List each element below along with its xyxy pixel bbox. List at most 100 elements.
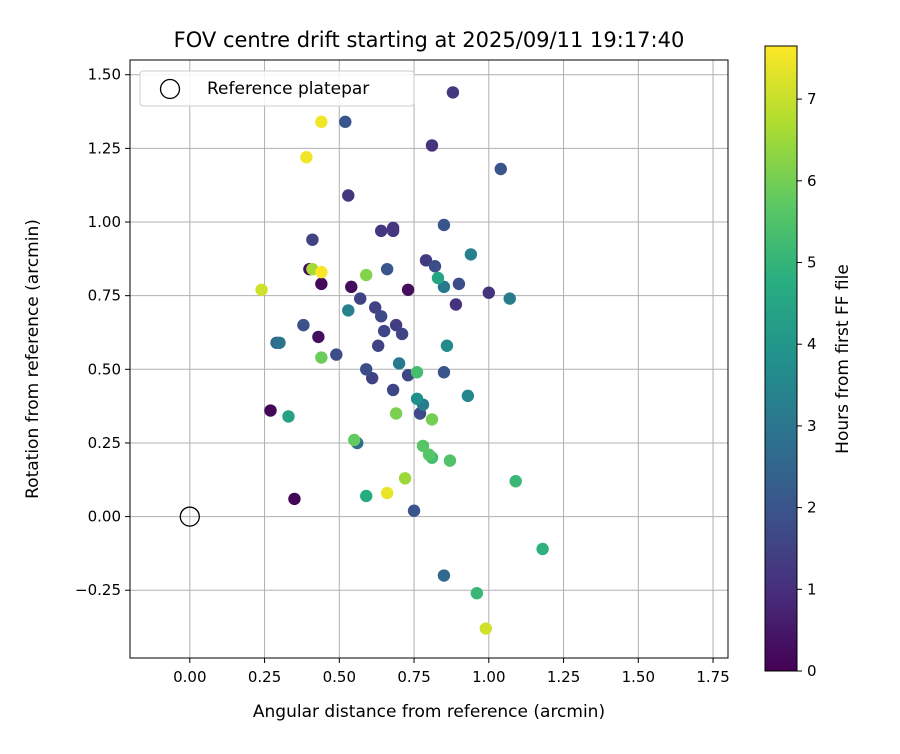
data-point <box>395 327 409 341</box>
colorbar-tick-label: 5 <box>807 254 817 272</box>
data-point <box>503 292 516 305</box>
data-point <box>380 262 394 276</box>
plot-frame <box>129 59 729 659</box>
colorbar: 0 1 2 3 4 5 6 7 Hours from first FF file <box>764 45 853 680</box>
data-point <box>360 363 373 376</box>
data-point <box>494 162 507 176</box>
colorbar-tick-label: 2 <box>807 499 817 517</box>
data-point <box>425 413 439 426</box>
legend: Reference platepar <box>139 70 415 107</box>
data-point <box>536 542 549 556</box>
data-point <box>416 439 430 453</box>
colorbar-tick-label: 6 <box>807 172 817 190</box>
y-tick-label: 1.25 <box>88 139 121 157</box>
data-point <box>389 318 403 332</box>
data-point <box>386 224 400 238</box>
y-tick-label: 0.75 <box>88 287 121 305</box>
data-point <box>288 492 301 506</box>
legend-marker-icon <box>159 78 181 100</box>
data-point <box>509 475 522 488</box>
x-tick-label: 0.25 <box>248 668 281 686</box>
x-tick-label: 1.00 <box>472 668 505 686</box>
data-point <box>380 486 394 500</box>
data-point <box>437 569 451 582</box>
reference-point-marker <box>179 506 200 527</box>
y-axis-ticks: −0.25 0.00 0.25 0.50 0.75 1.00 1.25 1.50 <box>75 66 130 599</box>
data-point <box>368 301 382 314</box>
data-point <box>330 348 343 361</box>
colorbar-ticks: 0 1 2 3 4 5 6 7 <box>797 90 817 680</box>
data-point <box>422 448 436 461</box>
colorbar-tick-label: 1 <box>807 580 817 598</box>
data-point <box>428 260 442 273</box>
x-tick-label: 0.75 <box>397 668 430 686</box>
data-point <box>479 622 493 635</box>
x-tick-label: 0.50 <box>323 668 356 686</box>
data-point <box>354 292 367 305</box>
data-point <box>446 86 460 99</box>
colorbar-tick-label: 0 <box>807 662 817 680</box>
x-tick-label: 1.75 <box>696 668 729 686</box>
y-tick-label: 1.50 <box>88 66 121 84</box>
data-point <box>300 151 313 164</box>
colorbar-tick-label: 7 <box>807 90 817 108</box>
data-point <box>255 283 268 296</box>
data-point <box>348 433 361 447</box>
data-point <box>315 277 328 291</box>
data-point <box>440 339 454 352</box>
data-point <box>264 404 277 417</box>
data-point <box>360 489 373 503</box>
data-point <box>449 298 463 311</box>
x-tick-label: 0.00 <box>173 668 206 686</box>
data-point <box>345 280 358 294</box>
data-point <box>425 139 439 152</box>
data-point <box>392 357 406 370</box>
data-point <box>443 454 457 467</box>
data-point <box>419 254 433 267</box>
data-point <box>339 115 352 129</box>
x-tick-label: 1.50 <box>622 668 655 686</box>
colorbar-tick-label: 3 <box>807 417 817 435</box>
data-point <box>374 224 388 238</box>
data-point <box>297 318 310 332</box>
data-point <box>374 310 388 323</box>
legend-label: Reference platepar <box>207 79 369 99</box>
data-point <box>461 389 475 403</box>
data-point <box>365 371 379 385</box>
y-axis-label: Rotation from reference (arcmin) <box>23 219 43 499</box>
data-point <box>282 410 295 423</box>
colorbar-label: Hours from first FF file <box>833 264 853 454</box>
y-tick-label: 0.50 <box>88 360 121 378</box>
data-point <box>470 586 484 600</box>
grid-lines <box>130 60 728 658</box>
chart-title: FOV centre drift starting at 2025/09/11 … <box>174 28 685 52</box>
data-point <box>342 304 355 317</box>
data-point <box>410 392 424 405</box>
data-point <box>342 189 355 202</box>
x-tick-label: 1.25 <box>547 668 580 686</box>
data-point <box>315 351 328 364</box>
data-point <box>407 504 421 517</box>
data-point <box>398 472 412 485</box>
data-points <box>179 86 549 635</box>
data-point <box>377 324 391 338</box>
colorbar-gradient <box>764 45 798 672</box>
data-point <box>360 268 373 282</box>
data-point <box>386 383 400 397</box>
data-point <box>401 283 415 296</box>
y-tick-label: 1.00 <box>88 213 121 231</box>
data-point <box>315 265 328 279</box>
x-axis-label: Angular distance from reference (arcmin) <box>253 702 605 722</box>
data-point <box>464 248 478 261</box>
data-point <box>437 218 451 232</box>
data-point <box>437 280 451 294</box>
data-point <box>437 366 451 379</box>
data-point <box>482 286 495 299</box>
data-point <box>273 336 286 349</box>
data-point <box>306 233 319 246</box>
data-point <box>452 277 466 291</box>
y-tick-label: 0.25 <box>88 434 121 452</box>
data-point <box>315 115 328 129</box>
data-point <box>312 330 325 344</box>
